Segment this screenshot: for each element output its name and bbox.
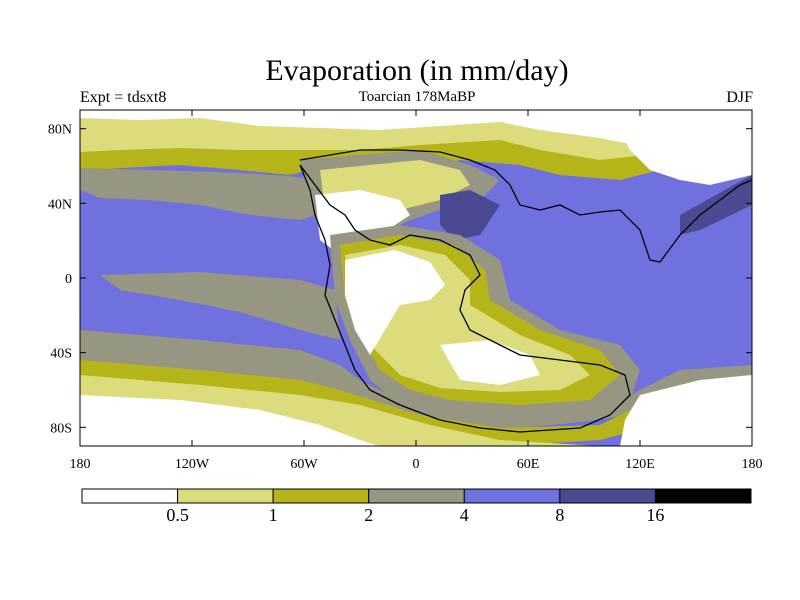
colorbar-swatch [272,488,370,504]
colorbar-swatch [463,488,561,504]
colorbar-label: 1 [269,505,278,525]
lat-tick-label: 40N [48,197,72,212]
colorbar-swatch [81,488,179,504]
colorbar-label: 16 [646,505,664,525]
colorbar-label: 0.5 [166,505,189,525]
lon-tick-label: 0 [413,457,420,472]
north-ocean-gray [80,168,330,220]
experiment-label: Expt = tdsxt8 [80,89,167,106]
south-gray-band [80,330,752,430]
evaporation-field [80,110,752,446]
gondwana-white [345,250,445,355]
colorbar-swatch [559,488,656,504]
antarctic-white-east [620,375,752,446]
coastline [299,149,753,433]
lon-tick-label: 180 [742,457,763,472]
season-label: DJF [726,89,753,106]
lon-tick-label: 60W [290,457,318,472]
lat-tick-label: 0 [65,272,72,287]
map-title: Evaporation (in mm/day) [265,54,569,87]
latitude-axis: 80N 40N 0 40S 80S [48,123,752,436]
period-label: Toarcian 178MaBP [358,89,476,105]
lat-tick-label: 80N [48,123,72,138]
colorbar-label: 4 [460,505,469,525]
pacific-gray-tongue [100,272,340,340]
colorbar-swatch [368,488,465,504]
lat-tick-label: 40S [50,347,72,362]
lat-tick-label: 80S [50,421,72,436]
lon-tick-label: 60E [517,457,540,472]
asia-land-white [620,125,752,185]
gondwana-white-2 [440,340,540,385]
colorbar-swatch [654,488,752,504]
lon-tick-label: 120W [175,457,210,472]
longitude-axis: 180 120W 60W 0 60E 120E 180 [70,110,763,472]
arctic-white [80,110,752,150]
colorbar-label: 8 [555,505,564,525]
lon-tick-label: 180 [70,457,91,472]
colorbar-label: 2 [364,505,373,525]
colorbar: 0.5 1 2 4 8 16 [81,488,752,525]
colorbar-swatch [177,488,274,504]
tethys-dark [440,190,500,240]
antarctic-white [80,395,380,446]
lon-tick-label: 120E [625,457,655,472]
